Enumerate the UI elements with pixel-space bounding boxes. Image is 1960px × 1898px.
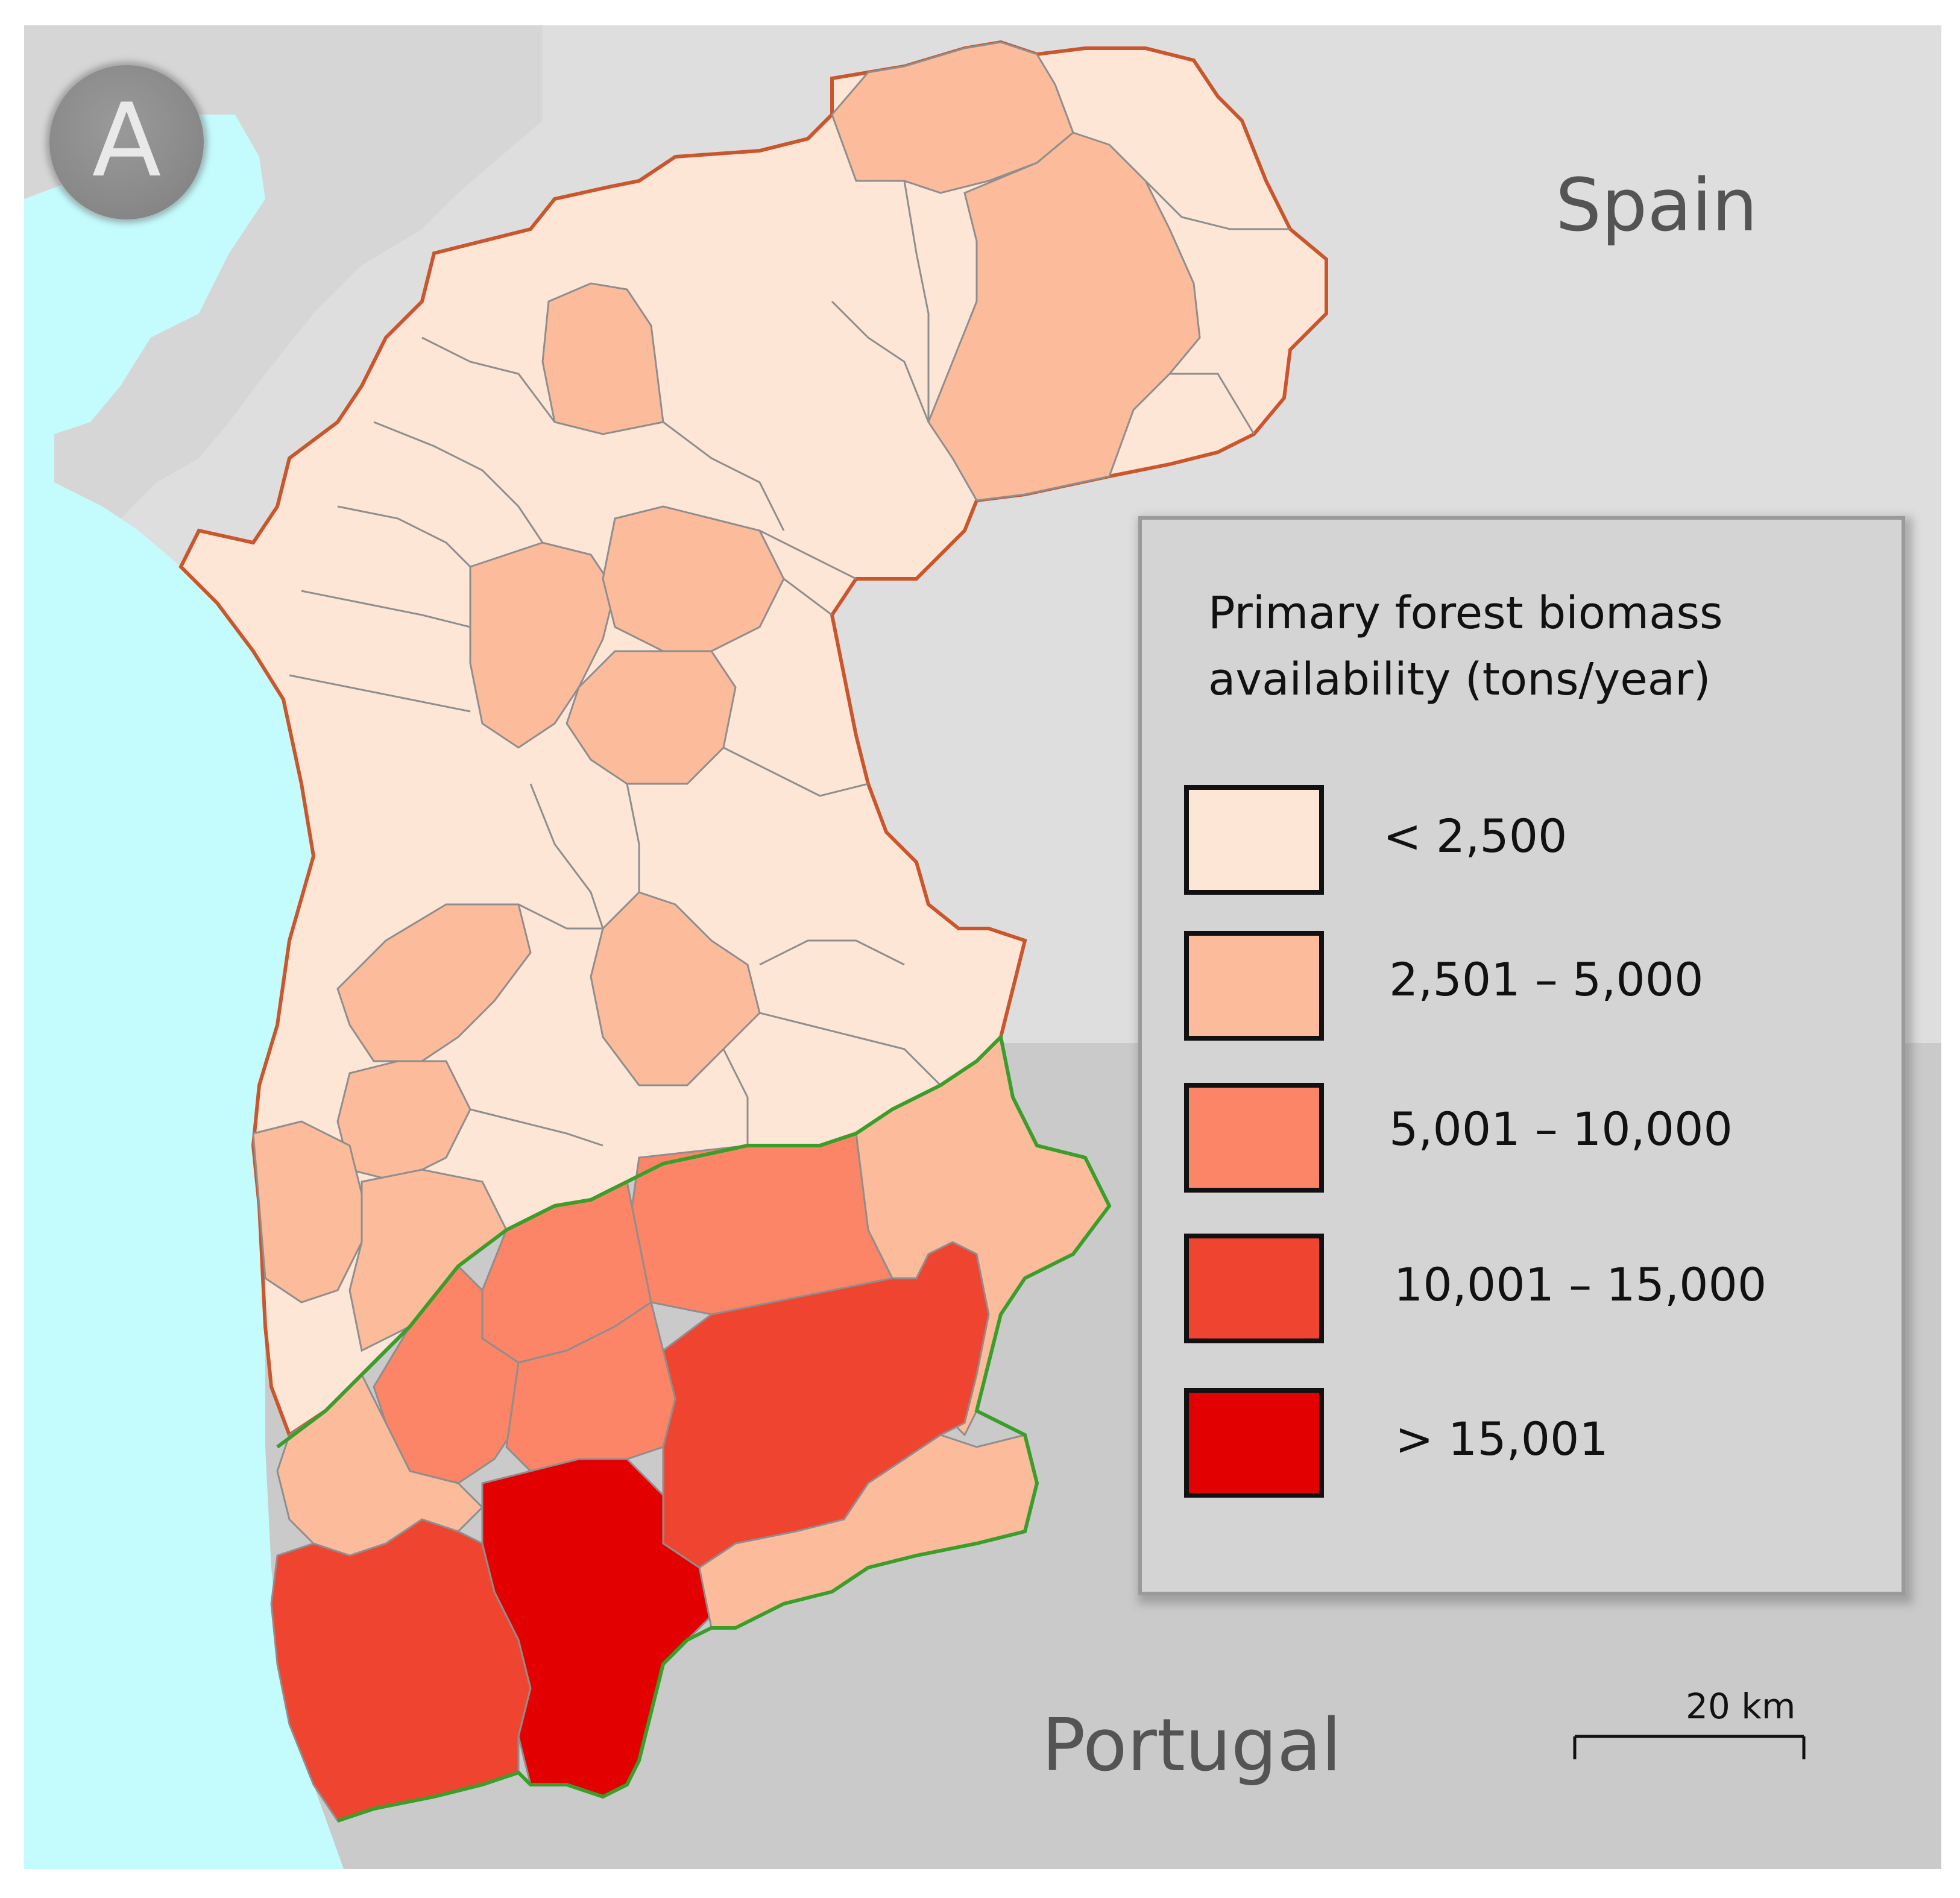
region-west-a — [336, 903, 532, 1062]
portugal-regions — [270, 1035, 1111, 1822]
region-south-mid — [590, 891, 761, 1086]
country-label-portugal: Portugal — [1042, 1704, 1341, 1788]
legend-swatch-3 — [1184, 1083, 1324, 1193]
legend-label-5: > 15,001 — [1395, 1412, 1609, 1466]
spain-portugal-border — [276, 1033, 1112, 1823]
panel-label-badge: A — [49, 65, 204, 219]
legend-title: Primary forest biomass availability (ton… — [1208, 587, 1723, 705]
legend-label-2: 2,501 – 5,000 — [1389, 953, 1704, 1006]
class-2501-5000-regions — [252, 41, 1201, 1352]
region-ne-band — [831, 41, 1074, 194]
region-central-b — [602, 505, 785, 652]
legend-swatch-2 — [1184, 931, 1324, 1041]
region-central-a — [469, 541, 616, 749]
legend-swatch-4 — [1184, 1234, 1324, 1343]
panel-label: A — [92, 81, 162, 200]
region-north-mid — [541, 282, 664, 435]
legend-swatch-5 — [1184, 1388, 1324, 1498]
region-west-b — [336, 1060, 471, 1183]
legend-label-3: 5,001 – 10,000 — [1389, 1102, 1733, 1156]
legend-swatch-1 — [1184, 785, 1324, 895]
scale-bar-label: 20 km — [1686, 1686, 1796, 1727]
atlantic-sea — [24, 115, 344, 1869]
legend: Primary forest biomass availability (ton… — [1138, 516, 1905, 1595]
legend-label-1: < 2,500 — [1383, 809, 1568, 863]
country-label-spain: Spain — [1555, 164, 1758, 248]
scale-bar — [1573, 1735, 1806, 1759]
legend-label-4: 10,001 – 15,000 — [1394, 1258, 1767, 1311]
region-ne-large — [927, 131, 1201, 502]
region-west-c — [252, 1120, 363, 1304]
municipal-boundaries — [289, 180, 1290, 1147]
